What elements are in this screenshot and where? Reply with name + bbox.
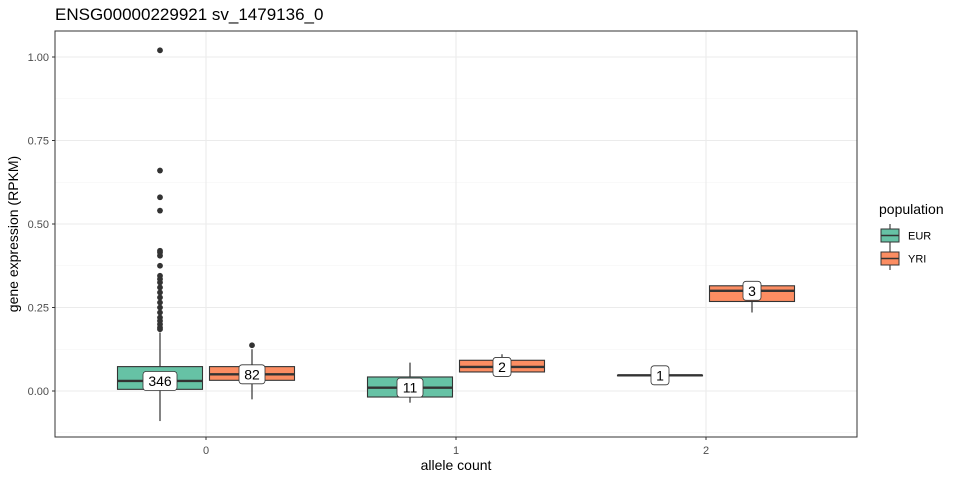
y-axis-title: gene expression (RPKM)	[5, 156, 21, 312]
x-tick-label: 2	[703, 445, 709, 457]
count-label-box	[650, 365, 670, 386]
legend: population EUR YRI	[879, 201, 944, 270]
count-label-text: 1	[656, 367, 664, 383]
outlier-point	[157, 252, 163, 259]
legend-entry-label: YRI	[908, 254, 926, 266]
x-tick-label: 1	[453, 445, 459, 457]
x-axis-ticks: 0 1 2	[203, 437, 709, 457]
y-tick-label: 0.25	[28, 303, 49, 315]
outlier-point	[157, 167, 163, 174]
y-tick-label: 0.75	[28, 136, 49, 148]
count-label-yri-1: 2	[492, 357, 512, 377]
y-tick-label: 1.00	[28, 52, 49, 64]
y-tick-label: 0.50	[28, 219, 49, 231]
outlier-point	[249, 342, 255, 349]
outlier-point	[157, 326, 163, 333]
count-label-yri-2: 3	[742, 280, 762, 301]
count-label-yri-0: 82	[238, 364, 266, 385]
count-label-box	[142, 371, 178, 391]
legend-title: population	[879, 201, 944, 217]
count-label-box	[238, 364, 266, 385]
count-label-text: 346	[148, 373, 172, 389]
count-label-box	[492, 357, 512, 377]
outlier-point	[157, 304, 163, 311]
legend-entry-yri: YRI	[880, 247, 926, 270]
outlier-point	[157, 284, 163, 291]
outlier-point	[157, 194, 163, 201]
count-label-text: 3	[748, 283, 756, 299]
count-label-eur-1: 11	[396, 377, 424, 398]
outlier-point	[157, 279, 163, 286]
grid-lines	[55, 31, 857, 437]
x-tick-label: 0	[203, 445, 209, 457]
y-axis-ticks: 0.00 0.25 0.50 0.75 1.00	[28, 52, 55, 398]
legend-entry-label: EUR	[908, 231, 931, 243]
outlier-point	[157, 289, 163, 296]
chart-title: ENSG00000229921 sv_1479136_0	[55, 5, 323, 24]
count-label-text: 2	[498, 359, 506, 375]
legend-entry-eur: EUR	[880, 224, 931, 247]
outlier-point	[157, 309, 163, 316]
outlier-point	[157, 207, 163, 214]
y-tick-label: 0.00	[28, 386, 49, 398]
count-label-text: 82	[244, 366, 260, 382]
outlier-point	[157, 299, 163, 306]
legend-entries: EUR YRI	[880, 224, 931, 270]
outlier-point	[157, 47, 163, 54]
x-axis-title: allele count	[421, 457, 492, 473]
outlier-point	[157, 262, 163, 269]
count-label-text: 11	[403, 380, 418, 396]
count-label-eur-0: 346	[142, 371, 178, 391]
count-label-box	[396, 377, 424, 398]
outlier-point	[157, 294, 163, 301]
count-label-box	[742, 280, 762, 301]
count-label-eur-2: 1	[650, 365, 670, 386]
